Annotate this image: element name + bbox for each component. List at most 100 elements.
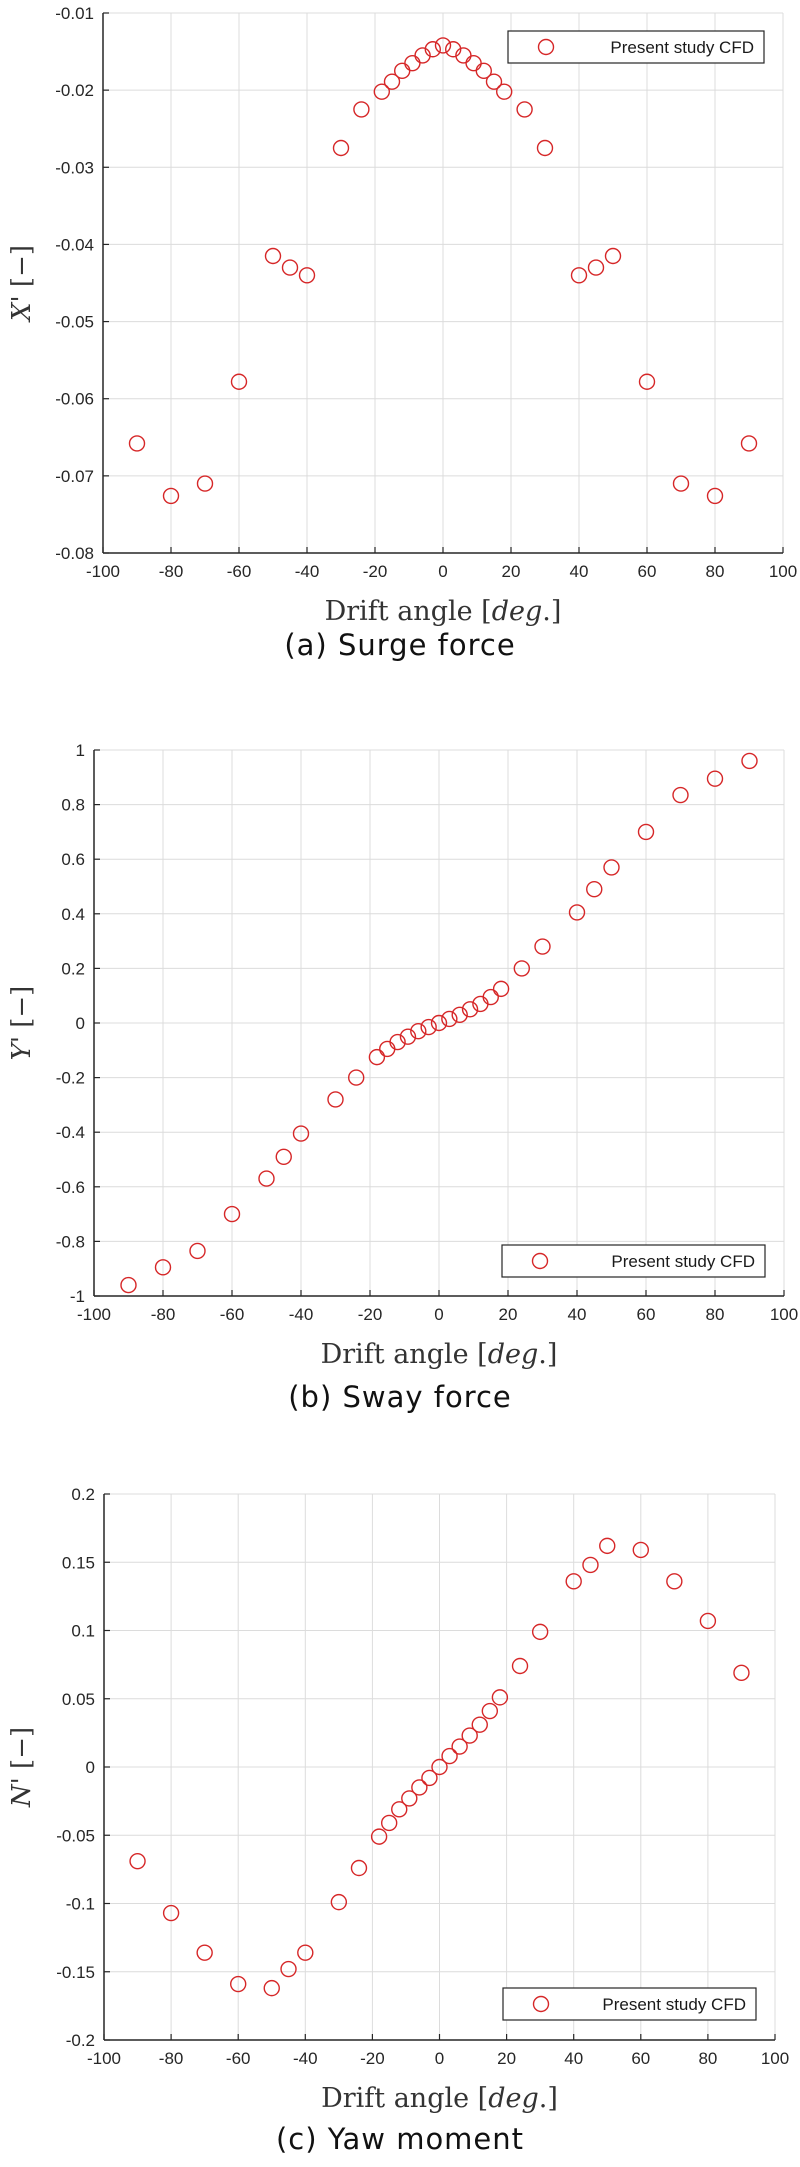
- grid-lines: [102, 12, 784, 554]
- data-point-marker: [475, 62, 492, 80]
- data-point-marker: [368, 1048, 386, 1066]
- surge-force-chart: -100 -80 -60 -40 -20 0 20 40 60 80 100-0.08-0.07-0…: [7, 4, 797, 627]
- data-point-marker: [441, 1747, 458, 1765]
- svg-text:60: 60: [637, 1305, 656, 1324]
- svg-text:100: 100: [769, 562, 797, 581]
- data-point-marker: [348, 1069, 365, 1086]
- data-point-marker: [461, 1001, 479, 1018]
- svg-text:20: 20: [497, 2049, 516, 2068]
- data-point-marker: [264, 247, 282, 265]
- svg-text:20: 20: [499, 1305, 518, 1324]
- data-point-marker: [603, 859, 620, 876]
- data-point-marker: [196, 475, 214, 492]
- svg-text:-0.02: -0.02: [55, 81, 94, 100]
- data-point-marker: [445, 41, 462, 58]
- chart-surge-panel: -100 -80 -60 -40 -20 0 20 40 60 80 100 -0.08 -0.07 -0…: [0, 0, 800, 700]
- data-point-marker: [120, 1276, 137, 1294]
- data-point-marker: [741, 752, 758, 770]
- svg-text:-100: -100: [87, 2049, 121, 2068]
- data-point-marker: [297, 1944, 314, 1961]
- data-point-marker: [383, 73, 401, 90]
- data-point-marker: [706, 487, 724, 505]
- y-tick-labels: -0.2 -0.15 -0.1 -0.05 0 0.05 0.1 0.15 0.2: [56, 1485, 110, 2050]
- svg-text:-0.2: -0.2: [66, 2031, 95, 2050]
- data-point-marker: [471, 1716, 488, 1733]
- data-point-marker: [485, 73, 503, 90]
- data-point-marker: [389, 1033, 406, 1051]
- svg-text:0.15: 0.15: [62, 1553, 95, 1572]
- legend-label: Present study CFD: [610, 38, 754, 57]
- svg-text:-0.07: -0.07: [55, 467, 94, 486]
- svg-text:20: 20: [502, 562, 521, 581]
- svg-text:80: 80: [706, 562, 725, 581]
- svg-text:60: 60: [631, 2049, 650, 2068]
- svg-text:40: 40: [568, 1305, 587, 1324]
- svg-text:-0.4: -0.4: [56, 1123, 85, 1142]
- svg-text:-0.6: -0.6: [56, 1178, 85, 1197]
- data-point-marker: [482, 988, 499, 1006]
- data-point-marker: [292, 1125, 310, 1142]
- data-point-marker: [431, 1758, 448, 1776]
- y-tick-labels: -1 -0.8 -0.6 -0.4 -0.2 0 0.2 0.4 0.6 0.8 1: [56, 741, 100, 1306]
- data-point-marker: [733, 1664, 750, 1682]
- data-point-marker: [638, 373, 656, 390]
- data-point-marker: [666, 1573, 683, 1590]
- data-point-marker: [280, 1960, 297, 1978]
- svg-text:0.8: 0.8: [61, 796, 85, 815]
- svg-text:80: 80: [698, 2049, 717, 2068]
- data-point-marker: [298, 267, 316, 284]
- svg-text:60: 60: [638, 562, 657, 581]
- svg-text:1: 1: [76, 741, 85, 760]
- legend: Present study CFD: [502, 1987, 757, 2021]
- data-point-marker: [162, 1904, 180, 1922]
- svg-text:0.05: 0.05: [62, 1690, 95, 1709]
- svg-text:0: 0: [435, 2049, 444, 2068]
- svg-text:-20: -20: [358, 1305, 383, 1324]
- data-point-marker: [516, 101, 533, 118]
- data-point-marker: [599, 1537, 616, 1555]
- legend-marker-icon: [532, 1995, 550, 2013]
- sway-force-chart: -100 -80 -60 -40 -20 0 20 40 60 80 100 -1 -0.8 -0.6 -0…: [7, 741, 798, 1370]
- svg-text:-0.06: -0.06: [55, 390, 94, 409]
- data-point-marker: [451, 1738, 468, 1755]
- svg-text:-40: -40: [295, 562, 320, 581]
- data-point-marker: [740, 435, 758, 452]
- svg-text:-0.03: -0.03: [55, 158, 94, 177]
- data-point-marker: [604, 247, 622, 265]
- data-point-marker: [330, 1893, 348, 1911]
- data-point-marker: [481, 1702, 499, 1720]
- svg-text:-0.05: -0.05: [56, 1826, 95, 1845]
- data-point-marker: [706, 770, 724, 787]
- data-point-marker: [451, 1006, 468, 1024]
- y-axis-title: Y' [−]: [7, 986, 37, 1061]
- data-point-marker: [582, 1556, 599, 1574]
- data-point-marker: [410, 1022, 427, 1040]
- data-point-marker: [699, 1612, 717, 1630]
- data-point-marker: [189, 1242, 206, 1260]
- svg-text:-0.8: -0.8: [56, 1232, 85, 1251]
- data-point-marker: [196, 1944, 213, 1961]
- svg-text:-60: -60: [220, 1305, 245, 1324]
- data-point-marker: [128, 435, 146, 452]
- data-point-marker: [275, 1148, 292, 1165]
- caption-sway: (b) Sway force: [288, 1380, 512, 1414]
- svg-text:-60: -60: [226, 2049, 251, 2068]
- data-point-marker: [223, 1205, 241, 1223]
- svg-text:-0.1: -0.1: [66, 1895, 95, 1914]
- data-points: [128, 37, 758, 505]
- data-point-marker: [434, 37, 452, 54]
- svg-text:0.2: 0.2: [71, 1485, 95, 1504]
- data-point-marker: [411, 1779, 428, 1796]
- data-points: [129, 1537, 750, 1997]
- data-point-marker: [568, 904, 586, 921]
- svg-text:0: 0: [434, 1305, 443, 1324]
- data-point-marker: [391, 1801, 408, 1818]
- x-axis-title: Drift angle [deg.]: [325, 596, 562, 627]
- data-point-marker: [531, 1623, 549, 1641]
- x-tick-labels: -100 -80 -60 -40 -20 0 20 40 60 80 100: [87, 2034, 789, 2068]
- svg-text:-0.01: -0.01: [55, 4, 94, 23]
- y-axis-title: X' [−]: [7, 245, 37, 323]
- data-point-marker: [672, 786, 689, 804]
